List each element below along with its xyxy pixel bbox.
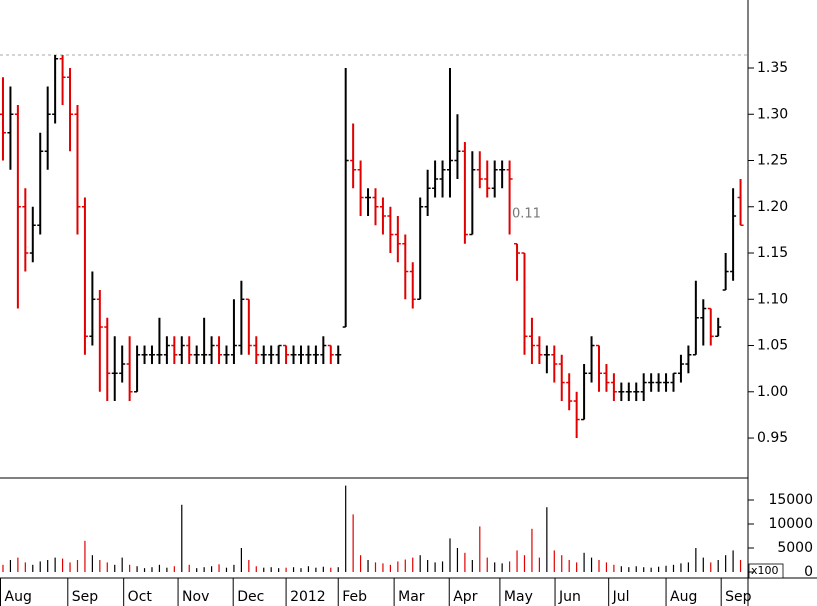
volume-tick-label: 5000 bbox=[777, 540, 813, 556]
y-tick-label: 1.35 bbox=[757, 60, 788, 76]
volume-tick-label: 10000 bbox=[768, 516, 813, 532]
volume-unit: x100 bbox=[751, 564, 779, 577]
x-tick-label: Sep bbox=[72, 589, 99, 605]
y-tick-label: 0.95 bbox=[757, 430, 788, 446]
y-tick-label: 1.10 bbox=[757, 291, 788, 307]
x-tick-label: Apr bbox=[453, 589, 477, 605]
x-tick-label: Jun bbox=[558, 589, 581, 605]
annotation: 0.11 bbox=[512, 207, 541, 222]
x-tick-label: Mar bbox=[398, 589, 425, 605]
volume-tick-label: 0 bbox=[804, 564, 813, 580]
y-tick-label: 1.20 bbox=[757, 199, 788, 215]
x-tick-label: Aug bbox=[670, 589, 697, 605]
x-tick-label: Sep bbox=[725, 589, 752, 605]
x-tick-label: Feb bbox=[342, 589, 367, 605]
y-tick-label: 1.00 bbox=[757, 384, 788, 400]
x-tick-label: 2012 bbox=[290, 589, 326, 605]
x-tick-label: Nov bbox=[182, 589, 209, 605]
y-tick-label: 1.25 bbox=[757, 153, 788, 169]
x-tick-label: Oct bbox=[128, 589, 153, 605]
y-tick-label: 1.05 bbox=[757, 338, 788, 354]
unit-box bbox=[748, 563, 784, 579]
y-tick-label: 1.30 bbox=[757, 106, 788, 122]
y-tick-label: 1.15 bbox=[757, 245, 788, 261]
x-tick-label: Aug bbox=[5, 589, 32, 605]
x-tick-label: Jul bbox=[612, 589, 630, 605]
x-tick-label: Dec bbox=[237, 589, 264, 605]
x-tick-label: May bbox=[504, 589, 533, 605]
volume-tick-label: 15000 bbox=[768, 492, 813, 508]
